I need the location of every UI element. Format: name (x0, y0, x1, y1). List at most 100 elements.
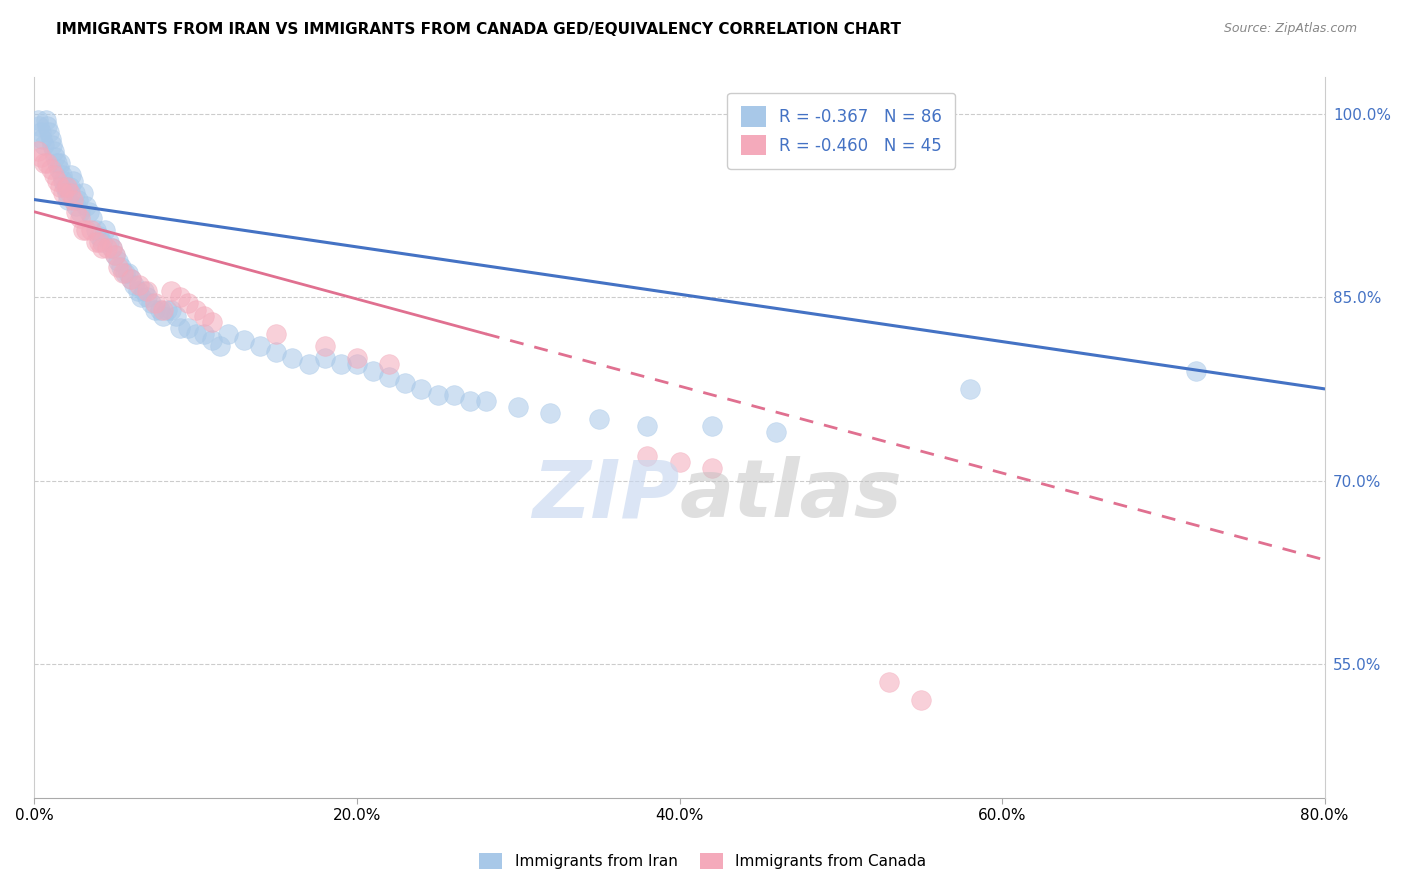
Point (52, 174, 75, 188)
Point (426, 388, 449, 402)
Point (97, 235, 120, 250)
Point (39, 162, 62, 177)
Point (114, 266, 136, 280)
Point (53, 180, 76, 194)
Point (184, 326, 207, 341)
Point (31, 131, 53, 145)
Point (75, 223, 97, 237)
Point (394, 376, 416, 390)
Point (193, 326, 215, 341)
Point (42, 168, 65, 182)
Point (636, 418, 658, 433)
Point (37, 156, 59, 170)
Text: Source: ZipAtlas.com: Source: ZipAtlas.com (1223, 22, 1357, 36)
Point (297, 358, 319, 372)
Legend: R = -0.367   N = 86, R = -0.460   N = 45: R = -0.367 N = 86, R = -0.460 N = 45 (727, 93, 955, 169)
Point (193, 309, 215, 323)
Point (49, 156, 72, 170)
Point (700, 418, 723, 433)
Point (49, 180, 72, 194)
Point (101, 242, 124, 256)
Point (156, 302, 179, 317)
Point (136, 290, 159, 304)
Point (120, 272, 142, 286)
Point (75, 199, 97, 213)
Point (136, 284, 159, 298)
Point (143, 302, 166, 317)
Point (63, 186, 86, 201)
Point (32, 156, 55, 170)
Point (48, 162, 70, 177)
Point (361, 363, 384, 377)
Point (37, 120, 59, 134)
Point (94, 223, 117, 237)
Point (700, 461, 723, 475)
Point (117, 266, 139, 280)
Point (34, 113, 56, 128)
Point (314, 351, 336, 366)
Point (42, 144, 65, 158)
Point (411, 382, 433, 396)
Point (877, 675, 900, 690)
Point (65, 204, 87, 219)
Point (44, 150, 66, 164)
Point (314, 339, 336, 353)
Point (668, 455, 690, 469)
Point (30, 125, 52, 139)
Point (217, 326, 239, 341)
Point (104, 247, 127, 261)
Point (87, 229, 110, 244)
Point (127, 284, 149, 298)
Point (30, 150, 52, 164)
Point (55, 180, 77, 194)
Point (52, 186, 75, 201)
Point (87, 235, 110, 250)
Point (107, 253, 129, 268)
Point (82, 211, 104, 225)
Point (281, 351, 304, 366)
Point (184, 302, 207, 317)
Point (588, 412, 610, 426)
Point (149, 302, 172, 317)
Point (346, 358, 368, 372)
Point (55, 186, 77, 201)
Point (329, 358, 352, 372)
Point (959, 382, 981, 396)
Point (69, 204, 91, 219)
Point (201, 333, 224, 347)
Point (120, 272, 142, 286)
Point (59, 186, 82, 201)
Point (508, 401, 530, 415)
Point (80, 223, 103, 237)
Point (91, 235, 114, 250)
Point (160, 302, 183, 317)
Point (266, 345, 288, 359)
Point (129, 290, 152, 304)
Point (132, 284, 155, 298)
Point (176, 321, 198, 335)
Point (124, 278, 146, 293)
Point (38, 125, 60, 139)
Point (84, 223, 107, 237)
Point (540, 406, 562, 420)
Point (152, 302, 174, 317)
Point (104, 247, 127, 261)
Text: atlas: atlas (679, 457, 903, 534)
Point (160, 284, 183, 298)
Point (91, 242, 114, 256)
Point (27, 144, 49, 158)
Point (378, 369, 401, 384)
Point (266, 326, 288, 341)
Point (249, 339, 271, 353)
Point (66, 193, 89, 207)
Point (41, 137, 63, 152)
Point (910, 693, 932, 707)
Point (27, 113, 49, 128)
Point (46, 156, 69, 170)
Point (107, 260, 129, 274)
Text: ZIP: ZIP (531, 457, 679, 534)
Point (169, 290, 191, 304)
Point (62, 174, 84, 188)
Point (169, 321, 191, 335)
Point (69, 211, 91, 225)
